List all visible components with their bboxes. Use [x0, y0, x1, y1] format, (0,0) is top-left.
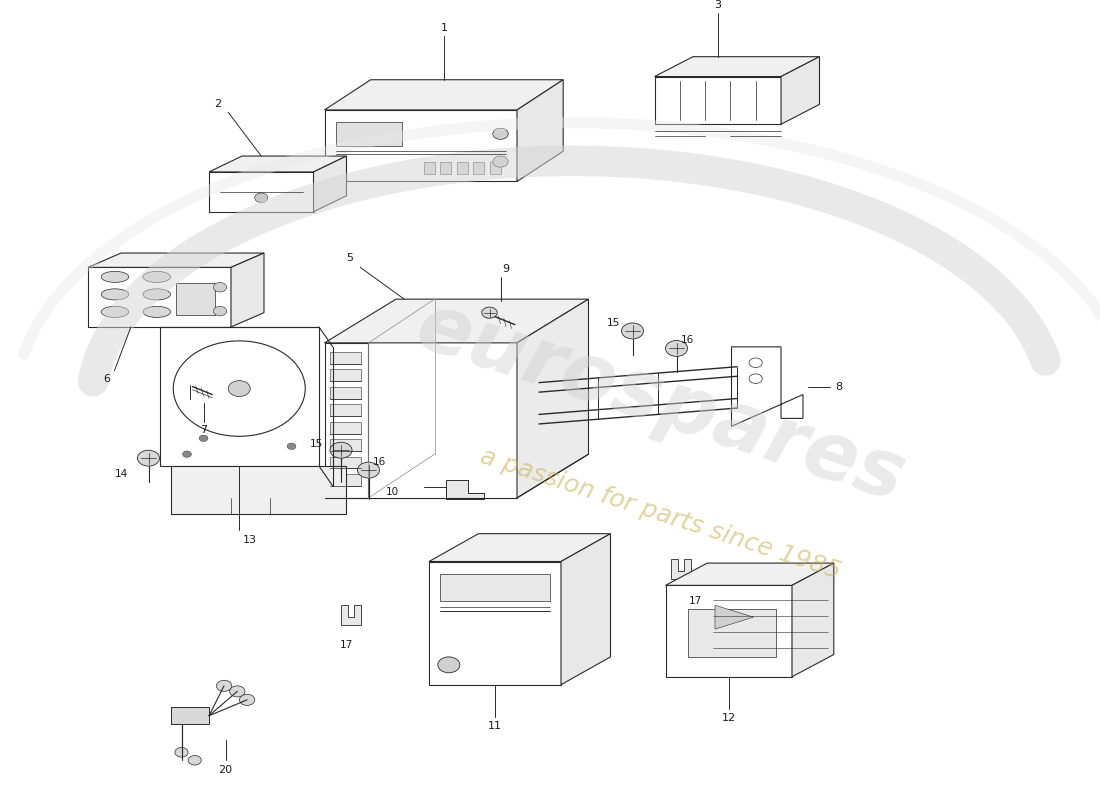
- Polygon shape: [440, 162, 451, 174]
- Circle shape: [493, 128, 508, 139]
- Text: 20: 20: [219, 765, 232, 774]
- Polygon shape: [170, 707, 209, 725]
- Text: 17: 17: [340, 640, 353, 650]
- Circle shape: [183, 451, 191, 458]
- Text: 9: 9: [503, 264, 509, 274]
- Polygon shape: [330, 474, 361, 486]
- Polygon shape: [440, 574, 550, 601]
- Circle shape: [287, 443, 296, 450]
- Circle shape: [358, 462, 379, 478]
- Polygon shape: [688, 610, 776, 657]
- Circle shape: [482, 307, 497, 318]
- Polygon shape: [490, 162, 500, 174]
- Circle shape: [621, 323, 643, 339]
- Polygon shape: [209, 172, 314, 212]
- Polygon shape: [561, 534, 610, 685]
- Circle shape: [188, 755, 201, 765]
- Polygon shape: [654, 77, 781, 124]
- Circle shape: [493, 156, 508, 167]
- Polygon shape: [732, 347, 803, 426]
- Polygon shape: [231, 253, 264, 327]
- Circle shape: [438, 657, 460, 673]
- Polygon shape: [324, 343, 369, 498]
- Polygon shape: [330, 439, 361, 451]
- Text: 15: 15: [310, 439, 323, 449]
- Polygon shape: [671, 559, 691, 579]
- Polygon shape: [330, 404, 361, 416]
- Circle shape: [175, 747, 188, 757]
- Text: 16: 16: [373, 457, 386, 467]
- Text: 11: 11: [488, 721, 502, 731]
- Text: 5: 5: [345, 253, 353, 263]
- Polygon shape: [424, 162, 434, 174]
- Polygon shape: [781, 57, 820, 124]
- Text: 1: 1: [440, 23, 448, 33]
- Text: 3: 3: [714, 0, 722, 10]
- Polygon shape: [666, 586, 792, 677]
- Polygon shape: [330, 386, 361, 398]
- Polygon shape: [517, 80, 563, 182]
- Ellipse shape: [143, 306, 170, 318]
- Text: a passion for parts since 1985: a passion for parts since 1985: [476, 444, 844, 583]
- Circle shape: [138, 450, 160, 466]
- Text: 12: 12: [722, 713, 736, 723]
- Text: 6: 6: [103, 374, 110, 384]
- Ellipse shape: [143, 289, 170, 300]
- Text: 13: 13: [243, 535, 257, 545]
- Polygon shape: [324, 299, 588, 343]
- Circle shape: [213, 282, 227, 292]
- Circle shape: [217, 680, 232, 691]
- Circle shape: [228, 381, 250, 397]
- Ellipse shape: [101, 306, 129, 318]
- Polygon shape: [88, 267, 231, 327]
- Polygon shape: [473, 162, 484, 174]
- Polygon shape: [170, 466, 346, 514]
- Circle shape: [213, 306, 227, 316]
- Text: 8: 8: [836, 382, 843, 391]
- Circle shape: [199, 435, 208, 442]
- Polygon shape: [429, 534, 610, 562]
- Polygon shape: [330, 457, 361, 469]
- Polygon shape: [456, 162, 468, 174]
- Text: 7: 7: [200, 426, 207, 435]
- Text: 15: 15: [607, 318, 620, 328]
- Text: 14: 14: [114, 469, 128, 479]
- Polygon shape: [792, 563, 834, 677]
- Polygon shape: [314, 156, 346, 212]
- Circle shape: [230, 686, 245, 697]
- Polygon shape: [330, 352, 361, 363]
- Polygon shape: [160, 327, 319, 466]
- Text: 10: 10: [386, 486, 399, 497]
- Text: 16: 16: [681, 335, 694, 346]
- Ellipse shape: [101, 289, 129, 300]
- Polygon shape: [336, 122, 402, 146]
- Ellipse shape: [143, 271, 170, 282]
- Circle shape: [749, 358, 762, 367]
- Circle shape: [749, 374, 762, 383]
- Circle shape: [330, 442, 352, 458]
- Polygon shape: [330, 369, 361, 381]
- Circle shape: [240, 694, 255, 706]
- Polygon shape: [654, 57, 820, 77]
- Polygon shape: [429, 562, 561, 685]
- Polygon shape: [176, 283, 214, 315]
- Ellipse shape: [101, 271, 129, 282]
- Polygon shape: [341, 606, 361, 625]
- Polygon shape: [330, 422, 361, 434]
- Polygon shape: [715, 606, 754, 629]
- Polygon shape: [324, 110, 517, 182]
- Polygon shape: [324, 80, 563, 110]
- Circle shape: [666, 341, 688, 356]
- Text: eurospares: eurospares: [406, 286, 914, 518]
- Polygon shape: [88, 253, 264, 267]
- Polygon shape: [209, 156, 346, 172]
- Circle shape: [255, 193, 268, 202]
- Text: 2: 2: [213, 99, 221, 110]
- Polygon shape: [517, 299, 588, 498]
- Text: 17: 17: [689, 596, 702, 606]
- Polygon shape: [666, 563, 834, 586]
- Polygon shape: [446, 480, 484, 499]
